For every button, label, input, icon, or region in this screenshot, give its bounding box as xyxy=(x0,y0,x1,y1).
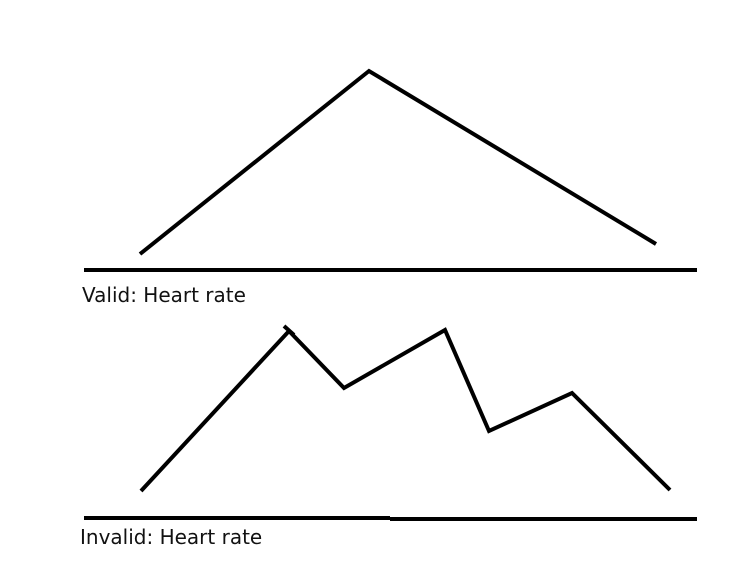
invalid-panel xyxy=(84,324,697,521)
invalid-caption: Invalid: Heart rate xyxy=(80,525,263,549)
invalid-heart-rate-line xyxy=(139,327,672,493)
valid-caption: Valid: Heart rate xyxy=(82,283,246,307)
valid-heart-rate-line xyxy=(138,68,658,256)
valid-panel xyxy=(84,68,697,272)
invalid-peak-tick xyxy=(282,324,296,337)
